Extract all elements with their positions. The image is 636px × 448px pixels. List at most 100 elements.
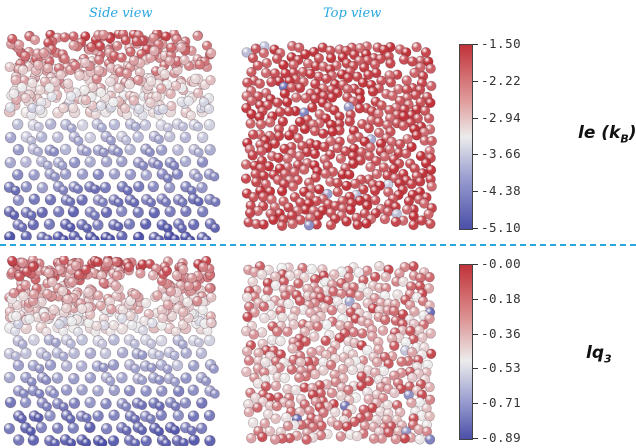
atom [269, 68, 281, 79]
atom [243, 406, 255, 418]
top-view-atoms-le [240, 40, 438, 232]
atom [44, 118, 57, 130]
atom [93, 290, 104, 301]
atom [112, 40, 123, 51]
atom [354, 42, 366, 54]
atom [370, 195, 381, 206]
atom [97, 338, 108, 349]
atom [240, 159, 252, 170]
atom [62, 78, 74, 89]
atom [318, 365, 329, 376]
atom [270, 280, 281, 291]
atom [81, 413, 92, 423]
atom [419, 198, 430, 209]
atom [268, 214, 279, 226]
atom [346, 133, 358, 145]
atom [66, 316, 77, 327]
atom [148, 207, 161, 219]
atom [353, 290, 365, 301]
atom [106, 303, 117, 315]
atom [332, 186, 343, 198]
atom [59, 53, 70, 64]
atom [130, 289, 141, 300]
atom [134, 103, 145, 115]
atom [44, 82, 55, 93]
atom [52, 206, 65, 218]
atom [108, 384, 121, 397]
atom [35, 421, 48, 434]
atom [293, 133, 304, 144]
atom [34, 388, 45, 399]
colorbar-tickmark [473, 264, 478, 265]
atom [8, 287, 19, 299]
atom [124, 79, 135, 90]
atom [14, 39, 25, 50]
atom [35, 131, 48, 143]
atom [12, 143, 25, 156]
atom [356, 380, 367, 392]
atom [171, 270, 182, 281]
atom [249, 307, 260, 318]
atom [92, 410, 104, 422]
atom [193, 121, 203, 132]
atom [319, 141, 330, 153]
atom [300, 93, 311, 104]
atom [398, 120, 409, 132]
atom [132, 131, 144, 143]
atom [17, 257, 28, 268]
atom [17, 64, 28, 76]
atom [121, 401, 132, 412]
atom [261, 57, 272, 69]
atom [10, 185, 21, 196]
colorbar-tick-label: -0.36 [481, 325, 522, 341]
atom [92, 385, 104, 397]
atom [341, 180, 352, 192]
atom [41, 375, 52, 386]
atom [194, 59, 205, 70]
atom [107, 435, 120, 446]
atom [291, 92, 302, 103]
atom [367, 86, 379, 97]
atom [98, 362, 109, 373]
colorbar-tickmark [473, 403, 478, 405]
atom [4, 61, 15, 73]
atom [76, 303, 88, 314]
atom [390, 216, 402, 228]
atom [137, 400, 148, 411]
atom [133, 180, 145, 193]
atom [293, 278, 304, 289]
atom [416, 215, 427, 226]
atom [60, 360, 73, 372]
atom [185, 235, 196, 240]
atom [128, 95, 139, 106]
atom [146, 197, 157, 208]
atom [9, 210, 20, 221]
atom [372, 356, 383, 368]
atom [247, 150, 258, 161]
atom [164, 55, 175, 66]
atom [113, 221, 124, 232]
atom [380, 271, 392, 282]
atom [20, 156, 32, 168]
atom [68, 347, 80, 359]
atom [108, 118, 121, 131]
colorbar-le [459, 44, 473, 230]
atom [209, 364, 219, 374]
atom [241, 291, 253, 303]
atom [157, 312, 168, 324]
atom [123, 218, 136, 230]
atom [345, 204, 356, 216]
atom [325, 219, 337, 231]
atom [288, 319, 299, 330]
colorbar-tickmark [473, 154, 478, 156]
atom [281, 412, 292, 423]
atom [344, 296, 355, 307]
atom [158, 103, 169, 115]
atom [247, 52, 259, 64]
atom [182, 297, 193, 308]
atom [11, 310, 22, 322]
atom [247, 276, 258, 287]
atom [110, 280, 121, 291]
atom [27, 434, 40, 446]
atom [203, 409, 216, 422]
